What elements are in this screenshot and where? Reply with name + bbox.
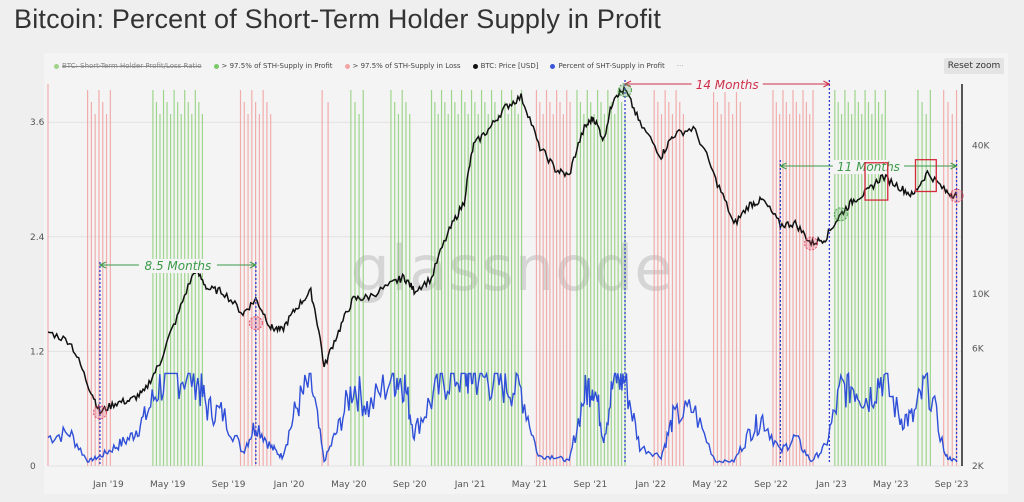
highlight-box [914, 159, 937, 193]
legend-marker-icon [54, 63, 59, 69]
arrow-head-icon [98, 261, 107, 269]
legend-label: > 97.5% of STH-Supply in Profit [221, 62, 333, 70]
bottom-marker-circle [92, 405, 107, 420]
x-tick-label: Jan '22 [634, 480, 666, 490]
highlight-box [864, 162, 889, 201]
arrow-head-icon [823, 80, 831, 88]
y-left-tick-label: 2.4 [30, 233, 45, 243]
series-line-percent-sth-profit [47, 371, 958, 464]
y-right-tick-label: 10K [972, 290, 990, 300]
legend-label: Percent of SHT-Supply in Profit [558, 62, 665, 70]
bottom-marker-circle [804, 236, 819, 251]
top-marker-circle [618, 83, 633, 98]
bottom-marker-circle [248, 316, 263, 331]
arrow-head-icon [249, 261, 257, 269]
legend-item-percent[interactable]: Percent of SHT-Supply in Profit [550, 62, 665, 70]
series-line-btc-price [47, 84, 958, 415]
x-tick-label: May '23 [873, 480, 908, 490]
legend-item-sth-ratio[interactable]: BTC: Short-Term Holder Profit/Loss Ratio [54, 62, 202, 70]
legend-marker-icon [213, 63, 219, 69]
annotation-label-bg [138, 259, 217, 273]
y-left-tick-label: 3.6 [30, 118, 45, 128]
top-marker-circle [833, 207, 848, 222]
y-right-tick-label: 2K [972, 462, 985, 472]
x-tick-label: Sep '20 [393, 480, 427, 490]
legend-item-price[interactable]: BTC: Price [USD] [472, 62, 539, 70]
chart-title: Bitcoin: Percent of Short-Term Holder Su… [14, 4, 662, 34]
x-tick-label: May '22 [692, 480, 727, 490]
x-tick-label: Sep '22 [754, 480, 788, 490]
reset-zoom-button[interactable]: Reset zoom [944, 58, 1004, 74]
legend-marker-icon [550, 63, 556, 69]
x-tick-label: Jan '20 [273, 480, 305, 490]
legend-marker-icon [472, 63, 478, 69]
annotation-label-bg [691, 78, 763, 92]
x-tick-label: Sep '21 [573, 480, 607, 490]
x-tick-label: May '21 [512, 480, 547, 490]
x-tick-label: Jan '23 [815, 480, 847, 490]
annotation-14-months: 14 Months [696, 78, 759, 92]
legend: BTC: Short-Term Holder Profit/Loss Ratio… [54, 59, 683, 73]
legend-item-profit[interactable]: > 97.5% of STH-Supply in Profit [213, 62, 333, 70]
annotation-11-months: 11 Months [837, 160, 900, 174]
legend-label: BTC: Price [USD] [480, 62, 539, 70]
annotation-label-bg [832, 160, 905, 174]
arrow-head-icon [779, 162, 787, 170]
legend-label: > 97.5% of STH-Supply in Loss [352, 62, 461, 70]
signal-bands [86, 90, 958, 466]
x-tick-label: Jan '19 [92, 480, 124, 490]
y-right-tick-label: 40K [972, 141, 990, 151]
y-right-tick-label: 6K [972, 344, 985, 354]
bottom-marker-circle [949, 188, 964, 203]
legend-label: BTC: Short-Term Holder Profit/Loss Ratio [62, 62, 202, 70]
legend-marker-icon [344, 63, 350, 69]
x-tick-label: Sep '23 [935, 480, 969, 490]
legend-item-loss[interactable]: > 97.5% of STH-Supply in Loss [344, 62, 461, 70]
y-left-tick-label: 0 [30, 462, 36, 472]
x-tick-label: May '20 [331, 480, 367, 490]
annotation-8-5-months: 8.5 Months [145, 259, 212, 273]
x-tick-label: May '19 [150, 480, 186, 490]
y-left-tick-label: 1.2 [30, 347, 44, 357]
annotations: 8.5 Months 14 Months 11 Months [92, 78, 964, 464]
arrow-head-icon [950, 162, 958, 170]
x-tick-label: Sep '19 [212, 480, 246, 490]
x-tick-label: Jan '21 [454, 480, 486, 490]
legend-overflow-icon[interactable]: ··· [676, 62, 684, 70]
